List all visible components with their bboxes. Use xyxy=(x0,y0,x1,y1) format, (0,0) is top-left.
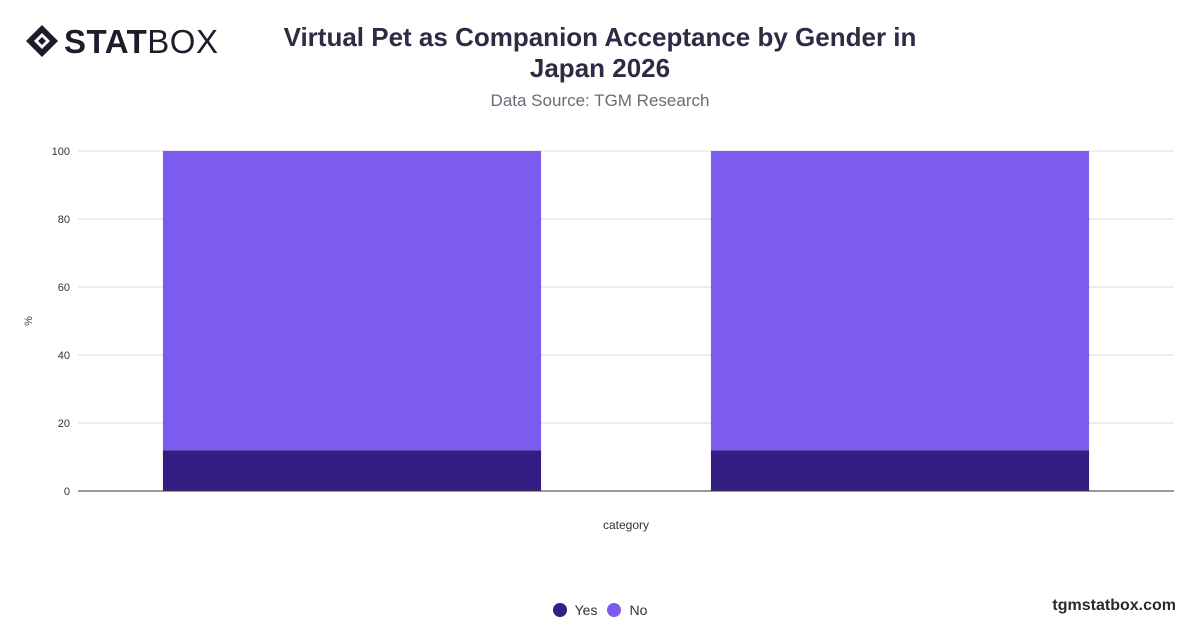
y-tick-label: 100 xyxy=(52,146,70,158)
stacked-bar-chart: 0 20 40 60 80 100 category % xyxy=(23,146,1174,532)
bar-no-1[interactable] xyxy=(162,151,542,451)
logo-text-bold: STAT xyxy=(64,22,148,60)
y-tick-label: 40 xyxy=(58,350,70,362)
y-tick-label: 80 xyxy=(58,214,70,226)
bar-no-2[interactable] xyxy=(710,151,1090,451)
statbox-logo: STATBOX xyxy=(24,22,234,60)
y-tick-label: 60 xyxy=(58,282,70,294)
chart-legend: Yes No xyxy=(0,602,1200,618)
legend-item-yes[interactable]: Yes xyxy=(552,602,598,618)
y-tick-label: 0 xyxy=(64,486,70,498)
y-axis-label: % xyxy=(23,316,35,326)
bar-yes-2[interactable] xyxy=(710,450,1090,491)
chart-subtitle: Data Source: TGM Research xyxy=(490,91,710,110)
x-axis-label: category xyxy=(603,518,649,532)
legend-label: No xyxy=(629,602,648,618)
legend-label: Yes xyxy=(574,602,598,618)
y-tick-label: 20 xyxy=(58,418,70,430)
y-axis-ticks: 0 20 40 60 80 100 xyxy=(52,146,70,498)
bar-yes-1[interactable] xyxy=(162,450,542,491)
logo-text-light: BOX xyxy=(147,22,219,60)
bar-group xyxy=(162,151,1090,491)
logo-wordmark: STATBOX xyxy=(64,25,218,58)
footer-site-link[interactable]: tgmstatbox.com xyxy=(1052,597,1176,614)
legend-swatch xyxy=(607,603,622,617)
diamond-logo-icon xyxy=(26,25,58,57)
chart-title: Virtual Pet as Companion Acceptance by G… xyxy=(283,22,917,83)
legend-swatch xyxy=(552,603,567,617)
legend-item-no[interactable]: No xyxy=(607,602,647,618)
